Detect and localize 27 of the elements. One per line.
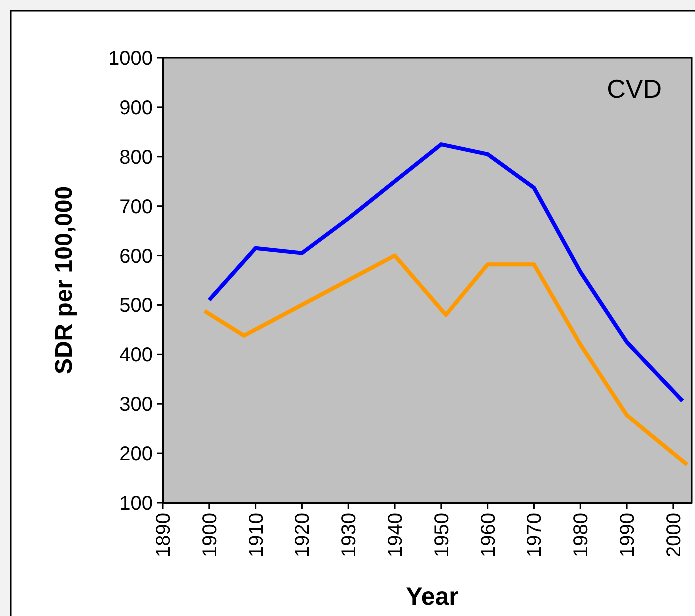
x-tick-label: 1910: [246, 513, 268, 558]
x-axis-title: Year: [406, 583, 460, 611]
y-tick-label: 800: [120, 146, 153, 169]
y-tick-label: 300: [120, 394, 153, 416]
annotation: CVD: [607, 74, 662, 104]
x-tick-label: 1930: [338, 513, 361, 558]
x-tick-label: 1920: [292, 513, 314, 558]
x-tick-label: 1900: [199, 513, 222, 558]
x-tick-label: 2000: [663, 513, 686, 558]
x-tick-label: 1890: [153, 513, 175, 558]
x-tick-label: 1950: [431, 513, 454, 558]
y-tick-label: 100: [120, 493, 153, 515]
y-tick-label: 200: [120, 444, 153, 466]
x-tick-label: 1970: [524, 513, 546, 558]
y-tick-label: 400: [120, 344, 153, 367]
x-tick-label: 1960: [478, 513, 500, 558]
y-tick-label: 500: [120, 295, 153, 318]
x-tick-label: 1990: [617, 513, 640, 558]
y-tick-label: 1000: [108, 48, 153, 70]
x-tick-label: 1940: [385, 513, 408, 558]
x-tick-label: 1980: [570, 513, 593, 558]
line-series: [202, 254, 690, 467]
y-tick-label: 700: [120, 196, 153, 218]
y-tick-label: 600: [120, 246, 153, 268]
y-tick-label: 900: [120, 97, 153, 120]
line-series: [207, 142, 685, 404]
y-axis-title: SDR per 100,000: [51, 186, 78, 375]
